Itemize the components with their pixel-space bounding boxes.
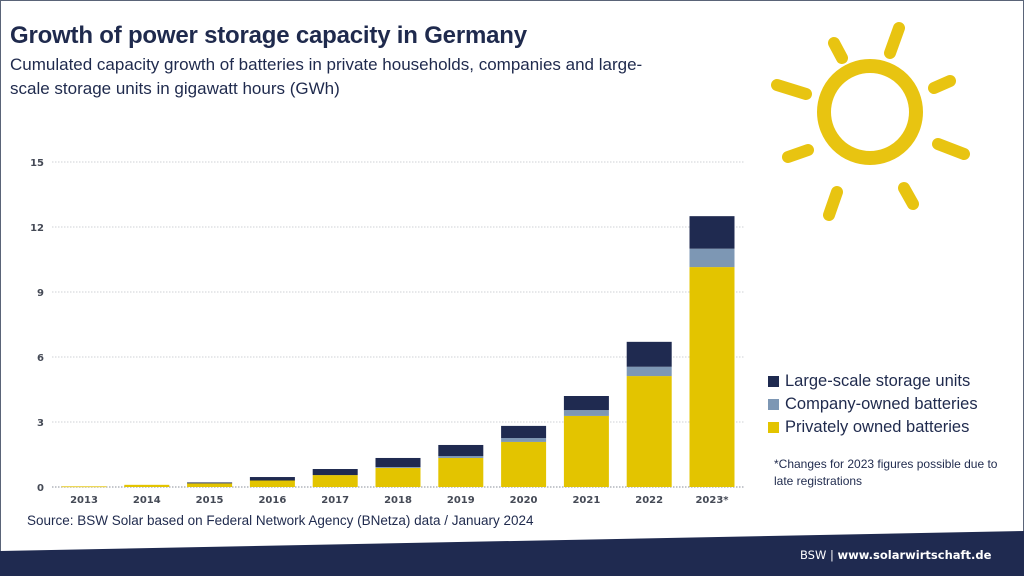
sun-ray — [828, 37, 848, 64]
bar-segment-company-owned-batteries — [438, 456, 484, 458]
x-tick-label: 2013 — [70, 495, 98, 506]
footer-separator: | — [826, 548, 838, 562]
legend-label: Company-owned batteries — [785, 395, 978, 413]
bar-segment-large-scale-storage-units — [438, 444, 484, 457]
bar-segment-company-owned-batteries — [375, 467, 421, 468]
bar-segment-privately-owned-batteries — [187, 482, 233, 487]
bars — [61, 216, 735, 488]
legend-swatch-company — [768, 399, 779, 410]
bar-segment-privately-owned-batteries — [563, 415, 609, 487]
x-tick-label: 2017 — [321, 495, 349, 506]
legend-label: Privately owned batteries — [785, 418, 970, 436]
sun-icon — [771, 22, 970, 221]
source-note: Source: BSW Solar based on Federal Netwo… — [27, 513, 534, 528]
bar-segment-privately-owned-batteries — [501, 441, 547, 487]
bar-segment-large-scale-storage-units — [563, 396, 609, 411]
legend-swatch-private — [768, 422, 779, 433]
y-tick-label: 12 — [30, 223, 44, 234]
x-tick-label: 2016 — [258, 495, 286, 506]
legend-item-company: Company-owned batteries — [768, 393, 978, 416]
legend-item-private: Privately owned batteries — [768, 416, 978, 439]
x-tick-label: 2021 — [572, 495, 600, 506]
bar-segment-privately-owned-batteries — [312, 475, 358, 487]
bar-segment-large-scale-storage-units — [501, 425, 547, 439]
bar-segment-large-scale-storage-units — [249, 477, 295, 481]
x-tick-label: 2015 — [196, 495, 224, 506]
y-tick-label: 0 — [37, 483, 44, 494]
sun-ray — [898, 182, 919, 210]
x-tick-label: 2018 — [384, 495, 412, 506]
x-tick-label: 2023* — [695, 495, 729, 506]
bar-segment-large-scale-storage-units — [187, 482, 233, 484]
y-tick-label: 3 — [37, 418, 44, 429]
footer-brand: BSW — [800, 548, 827, 562]
x-tick-label: 2019 — [447, 495, 475, 506]
bar-segment-company-owned-batteries — [563, 410, 609, 416]
sun-ray — [782, 144, 814, 163]
bar-segment-privately-owned-batteries — [124, 484, 170, 487]
axes: 0 3 6 9 12 15 2013 2014 2015 2016 2017 2018 2019 2020… — [30, 158, 729, 506]
bar-segment-company-owned-batteries — [689, 248, 735, 268]
bar-segment-large-scale-storage-units — [312, 469, 358, 476]
bar-segment-company-owned-batteries — [501, 438, 547, 442]
chart-subtitle: Cumulated capacity growth of batteries i… — [10, 55, 643, 98]
bar-segment-large-scale-storage-units — [689, 216, 735, 249]
footer-url[interactable]: www.solarwirtschaft.de — [837, 548, 992, 562]
sun-disc — [817, 59, 923, 165]
x-tick-label: 2014 — [133, 495, 161, 506]
sun-ray — [823, 186, 843, 221]
sun-ray — [928, 75, 956, 94]
bar-segment-privately-owned-batteries — [689, 267, 735, 487]
sun-ray — [771, 79, 812, 100]
legend-swatch-large-scale — [768, 376, 779, 387]
y-tick-label: 9 — [37, 288, 44, 299]
sun-ray — [884, 22, 905, 59]
y-tick-label: 6 — [37, 353, 44, 364]
bar-segment-large-scale-storage-units — [375, 457, 421, 468]
x-tick-label: 2020 — [510, 495, 538, 506]
bar-segment-privately-owned-batteries — [61, 486, 107, 488]
bar-segment-large-scale-storage-units — [626, 341, 672, 367]
legend-item-large-scale: Large-scale storage units — [768, 370, 978, 393]
sun-rays — [771, 22, 970, 221]
chart-title: Growth of power storage capacity in Germ… — [10, 22, 527, 49]
bar-segment-privately-owned-batteries — [375, 467, 421, 487]
footer-credit: BSW | www.solarwirtschaft.de — [800, 548, 991, 562]
x-tick-label: 2022 — [635, 495, 663, 506]
stacked-bar-chart: 0 3 6 9 12 15 2013 2014 2015 2016 2017 2018 2019 2020… — [30, 158, 745, 506]
bar-segment-company-owned-batteries — [626, 366, 672, 377]
sun-ray — [932, 138, 970, 160]
legend: Large-scale storage units Company-owned … — [768, 370, 978, 439]
bar-segment-privately-owned-batteries — [438, 457, 484, 487]
bar-segment-privately-owned-batteries — [626, 376, 672, 487]
legend-label: Large-scale storage units — [785, 372, 971, 390]
footnote: *Changes for 2023 figures possible due t… — [774, 457, 998, 488]
bar-segment-privately-owned-batteries — [249, 480, 295, 487]
y-tick-label: 15 — [30, 158, 44, 169]
